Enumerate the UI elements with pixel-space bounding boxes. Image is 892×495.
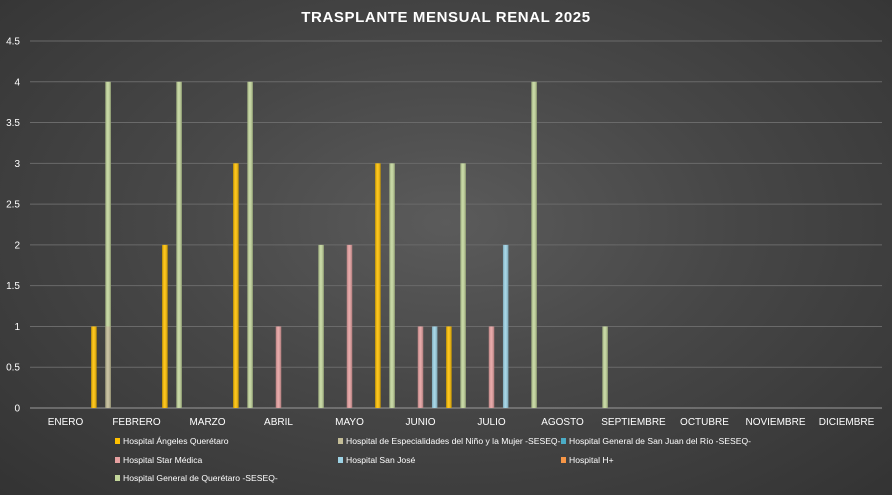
bar-shade (602, 326, 608, 408)
x-tick-label: DICIEMBRE (819, 417, 875, 428)
bar (389, 163, 395, 408)
y-tick-label: 4 (14, 77, 20, 88)
bar-shade (488, 326, 495, 408)
bar-shade (460, 163, 466, 408)
bar (531, 81, 537, 409)
x-tick-label: ENERO (48, 417, 84, 428)
bar-shade (176, 81, 182, 409)
bar-shade (105, 326, 111, 408)
x-tick-label: OCTUBRE (680, 417, 729, 428)
legend-item: Hospital de Especialidades del Niño y la… (338, 436, 561, 446)
bar-shade (502, 244, 509, 408)
y-tick-label: 3.5 (6, 118, 20, 129)
y-tick-label: 4.5 (6, 37, 20, 48)
x-tick-label: MAYO (335, 417, 364, 428)
bar-shade (531, 81, 537, 409)
y-tick-label: 0.5 (6, 363, 20, 374)
legend-swatch (561, 457, 566, 463)
x-tick-label: NOVIEMBRE (745, 417, 805, 428)
legend-swatch (115, 438, 120, 444)
bar-shade (91, 326, 97, 408)
chart-title: TRASPLANTE MENSUAL RENAL 2025 (301, 9, 590, 26)
x-tick-label: JUNIO (406, 417, 436, 428)
legend-item: Hospital H+ (561, 455, 614, 465)
legend-item: Hospital General de Querétaro -SESEQ- (115, 473, 278, 483)
legend-swatch (338, 457, 343, 463)
x-tick-label: FEBRERO (112, 417, 161, 428)
bar (488, 326, 495, 408)
bar-shade (318, 244, 324, 408)
bar (460, 163, 466, 408)
legend-item: Hospital Ángeles Querétaro (115, 436, 229, 446)
y-tick-label: 2 (14, 240, 20, 251)
bar (417, 326, 424, 408)
legend-swatch (338, 438, 343, 444)
bar (233, 163, 239, 408)
bar (176, 81, 182, 409)
legend-swatch (561, 438, 566, 444)
bar (91, 326, 97, 408)
bar-shade (247, 81, 253, 409)
bar (162, 244, 168, 408)
bar (431, 326, 438, 408)
bar (375, 163, 381, 408)
bar (247, 81, 253, 409)
legend-swatch (115, 475, 120, 481)
y-tick-label: 1 (14, 322, 20, 333)
legend-label: Hospital San José (346, 455, 415, 465)
legend-label: Hospital Ángeles Querétaro (123, 436, 229, 446)
legend-item: Hospital General de San Juan del Río -SE… (561, 436, 751, 446)
bar-shade (162, 244, 168, 408)
legend-label: Hospital Star Médica (123, 455, 203, 465)
x-tick-label: JULIO (477, 417, 506, 428)
bar-shade (275, 326, 282, 408)
legend-item: Hospital Star Médica (115, 455, 203, 465)
bar (602, 326, 608, 408)
y-tick-label: 0 (14, 404, 20, 415)
legend-label: Hospital H+ (569, 455, 614, 465)
bar-shade (389, 163, 395, 408)
bar (346, 244, 353, 408)
legend-label: Hospital General de San Juan del Río -SE… (569, 436, 751, 446)
bar-shade (346, 244, 353, 408)
bar-shade (233, 163, 239, 408)
bar (105, 326, 111, 408)
bar (318, 244, 324, 408)
bar-shade (431, 326, 438, 408)
x-tick-label: SEPTIEMBRE (601, 417, 666, 428)
bar-shade (446, 326, 452, 408)
bar (502, 244, 509, 408)
x-tick-label: AGOSTO (541, 417, 584, 428)
bar (446, 326, 452, 408)
y-tick-label: 3 (14, 159, 20, 170)
x-tick-label: ABRIL (264, 417, 293, 428)
y-tick-label: 2.5 (6, 200, 20, 211)
y-tick-label: 1.5 (6, 281, 20, 292)
bar-shade (105, 81, 111, 409)
legend-label: Hospital de Especialidades del Niño y la… (346, 436, 561, 446)
bar-shade (375, 163, 381, 408)
legend-swatch (115, 457, 120, 463)
bar-shade (417, 326, 424, 408)
legend-item: Hospital San José (338, 455, 415, 465)
x-tick-label: MARZO (189, 417, 225, 428)
bar (105, 81, 111, 409)
bar (275, 326, 282, 408)
legend-label: Hospital General de Querétaro -SESEQ- (123, 473, 278, 483)
